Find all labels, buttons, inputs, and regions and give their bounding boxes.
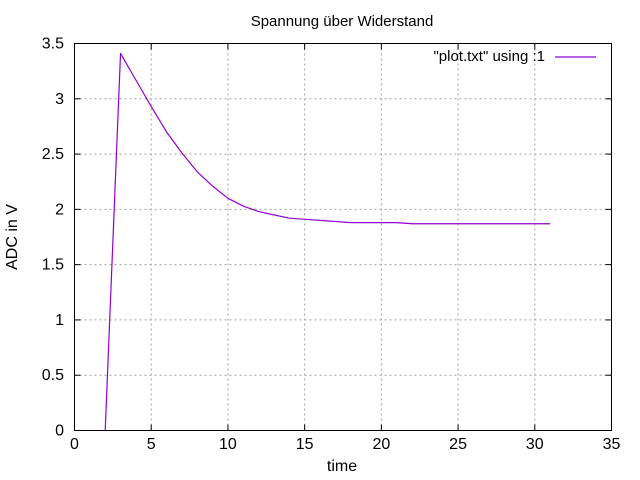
y-tick-label: 1.5 xyxy=(42,257,64,274)
legend-label: "plot.txt" using :1 xyxy=(433,48,545,65)
y-tick-label: 3 xyxy=(55,91,64,108)
y-tick-label: 0 xyxy=(55,423,64,440)
y-tick-label: 0.5 xyxy=(42,367,64,384)
axis-ticks xyxy=(74,43,612,431)
x-axis-title: time xyxy=(327,458,357,475)
y-tick-label: 3.5 xyxy=(42,36,64,53)
legend: "plot.txt" using :1 xyxy=(433,48,596,65)
x-tick-label: 15 xyxy=(296,436,314,453)
x-tick-label: 25 xyxy=(449,436,467,453)
x-tick-label: 20 xyxy=(372,436,390,453)
y-tick-label: 2.5 xyxy=(42,146,64,163)
x-tick-label: 0 xyxy=(70,436,79,453)
x-tick-label: 10 xyxy=(219,436,237,453)
x-tick-label: 35 xyxy=(603,436,621,453)
grid xyxy=(74,43,612,431)
y-tick-label: 2 xyxy=(55,201,64,218)
series-layer xyxy=(104,52,551,431)
chart-title: Spannung über Widerstand xyxy=(251,13,434,30)
plot-frame xyxy=(74,43,612,431)
series-line xyxy=(104,52,551,431)
x-tick-labels: 0 5 10 15 20 25 30 35 xyxy=(70,436,620,453)
x-tick-label: 5 xyxy=(147,436,156,453)
y-tick-labels: 0 0.5 1 1.5 2 2.5 3 3.5 xyxy=(42,36,64,440)
y-axis-title: ADC in V xyxy=(4,204,21,270)
x-tick-label: 30 xyxy=(526,436,544,453)
y-tick-label: 1 xyxy=(55,312,64,329)
